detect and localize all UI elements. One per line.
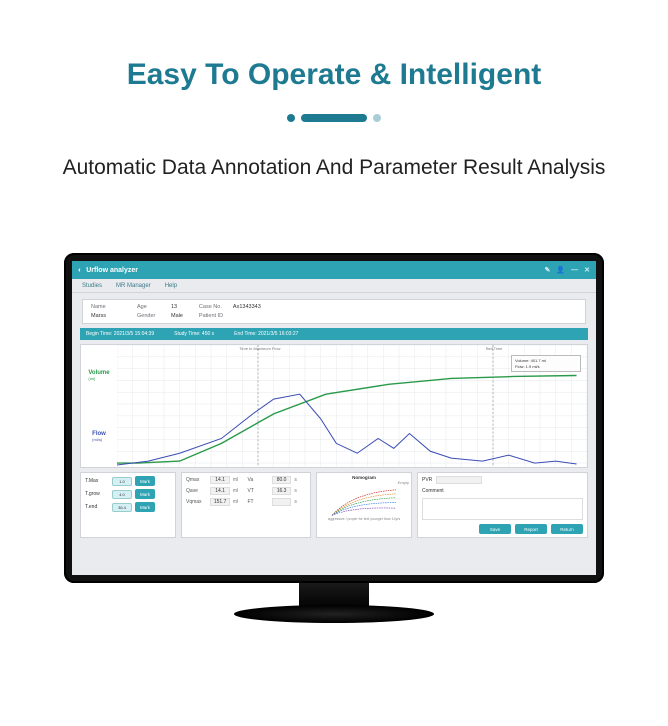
return-button[interactable]: Return (551, 524, 583, 534)
marker-value-input[interactable]: 4.0 (112, 490, 132, 499)
mark-button[interactable]: Mark (135, 502, 155, 512)
close-icon[interactable]: ✕ (584, 266, 590, 274)
marker-row: T.grow4.0Mark (85, 489, 171, 499)
gender-label: Gender (137, 313, 167, 319)
mark-button[interactable]: Mark (135, 489, 155, 499)
marker-tmax-label: Time to Maximum Flow (239, 346, 280, 351)
app-screen: ◐ Urflow analyzer ✎ 👤 — ✕ Studies MR Man… (72, 261, 596, 575)
chart-stats-box: Volume: 401.7 ml Flow: 1.9 ml/s (511, 355, 581, 372)
user-icon[interactable]: 👤 (556, 266, 565, 274)
pvr-input[interactable] (436, 476, 482, 484)
param-unit: s (294, 499, 306, 505)
marker-row: T.Max1.0Mark (85, 476, 171, 486)
menu-mr-manager[interactable]: MR Manager (116, 283, 151, 289)
id-label: Patient ID (199, 313, 229, 319)
study-time: 450 s (202, 331, 214, 337)
edit-icon[interactable]: ✎ (545, 266, 551, 274)
marker-bell-label: Bell Time (486, 346, 502, 351)
param-label: Qave (186, 488, 207, 494)
param-value: 16.3 (272, 487, 291, 495)
divider-bar (301, 114, 367, 122)
end-label: End Time: (234, 331, 257, 337)
report-button[interactable]: Report (515, 524, 547, 534)
param-row: Qave14.1 mlVT16.3s (186, 487, 306, 495)
monitor-stand-base (234, 605, 434, 623)
divider (0, 114, 668, 122)
marker-value-input[interactable]: 36.4 (112, 503, 132, 512)
menubar: Studies MR Manager Help (72, 279, 596, 293)
param-value: 151.7 (210, 498, 229, 506)
begin-label: Begin Time: (86, 331, 112, 337)
flow-axis-label: Flow(ml/s) (92, 431, 106, 442)
divider-dot (287, 114, 295, 122)
param-value: 80.0 (272, 476, 291, 484)
patient-gender: Male (171, 313, 183, 319)
marker-label: T.end (85, 504, 109, 510)
nomogram-note: aggressive / proper for text younger tha… (319, 518, 409, 522)
menu-help[interactable]: Help (165, 283, 177, 289)
hero-title: Easy To Operate & Intelligent (0, 58, 668, 92)
param-label: FT (248, 499, 269, 505)
param-label: Va (248, 477, 269, 483)
right-panel: PVR Comment Save Report Return (417, 472, 588, 538)
param-label: Vqmax (186, 499, 207, 505)
save-button[interactable]: Save (479, 524, 511, 534)
stat-flow: Flow: 1.9 ml/s (515, 364, 577, 370)
titlebar: ◐ Urflow analyzer ✎ 👤 — ✕ (72, 261, 596, 279)
app-title: Urflow analyzer (86, 267, 138, 274)
param-row: Vqmax151.7 mlFT s (186, 498, 306, 506)
mark-button[interactable]: Mark (135, 476, 155, 486)
study-label: Study Time: (174, 331, 200, 337)
param-value (272, 498, 291, 506)
chart-area: Volume(ml) Flow(ml/s) Time to Maximum Fl… (80, 344, 588, 468)
param-unit: ml (233, 477, 245, 483)
age-label: Age (137, 304, 167, 310)
param-unit: s (294, 488, 306, 494)
case-no: Ax1343343 (233, 304, 261, 310)
params-panel: Qmax14.1mlVa80.0sQave14.1mlVT16.3sVqmax1… (181, 472, 311, 538)
param-value: 14.1 (210, 487, 229, 495)
pvr-label: PVR (422, 477, 432, 483)
timebar: Begin Time: 2021/3/5 15:04:39 Study Time… (80, 328, 588, 340)
patient-name: Marss (91, 313, 106, 319)
monitor-mockup: ◐ Urflow analyzer ✎ 👤 — ✕ Studies MR Man… (64, 253, 604, 623)
patient-panel: Name Marss Age 13 Gender Male Case No. Ax13… (82, 299, 586, 324)
name-label: Name (91, 304, 121, 310)
app-logo-icon: ◐ (78, 267, 82, 274)
patient-age: 13 (171, 304, 177, 310)
controls-row: T.Max1.0MarkT.grow4.0MarkT.end36.4Mark Q… (80, 472, 588, 538)
case-label: Case No. (199, 304, 229, 310)
end-time: 2021/3/5 16:03:27 (258, 331, 298, 337)
divider-dot (373, 114, 381, 122)
comment-input[interactable] (422, 498, 583, 520)
param-unit: s (294, 477, 306, 483)
marker-row: T.end36.4Mark (85, 502, 171, 512)
param-unit: ml (233, 488, 245, 494)
hero-subtitle: Automatic Data Annotation And Parameter … (0, 156, 668, 180)
comment-label: Comment (422, 488, 444, 494)
minimize-icon[interactable]: — (571, 267, 578, 274)
markers-panel: T.Max1.0MarkT.grow4.0MarkT.end36.4Mark (80, 472, 176, 538)
marker-label: T.Max (85, 478, 109, 484)
volume-axis-label: Volume(ml) (88, 370, 109, 381)
nomogram-panel: Nomogram Empty aggressive / proper for t… (316, 472, 412, 538)
menu-studies[interactable]: Studies (82, 283, 102, 289)
param-label: VT (248, 488, 269, 494)
nomogram-chart (319, 485, 409, 517)
param-label: Qmax (186, 477, 207, 483)
param-value: 14.1 (210, 476, 229, 484)
marker-value-input[interactable]: 1.0 (112, 477, 132, 486)
begin-time: 2021/3/5 15:04:39 (114, 331, 154, 337)
marker-label: T.grow (85, 491, 109, 497)
param-unit: ml (233, 499, 245, 505)
param-row: Qmax14.1 mlVa80.0s (186, 476, 306, 484)
